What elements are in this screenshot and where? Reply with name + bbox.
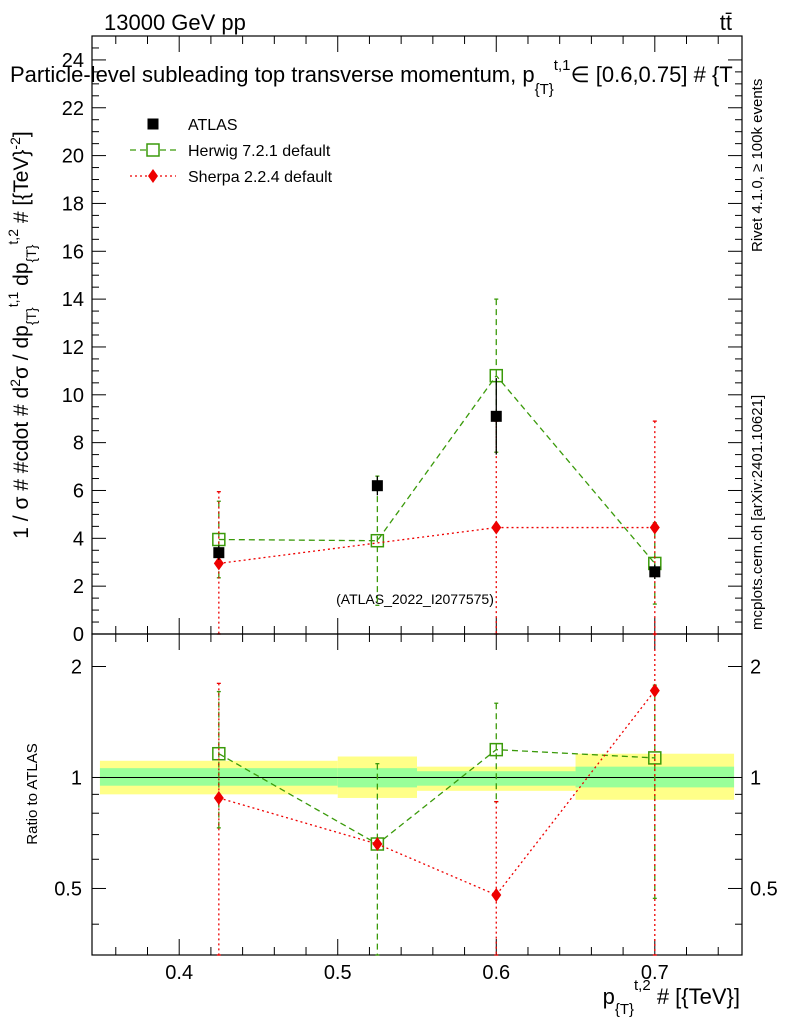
main-y-tick-label: 0 xyxy=(73,624,84,646)
x-tick-label: 0.5 xyxy=(324,962,352,984)
x-tick-label: 0.6 xyxy=(482,962,510,984)
main-y-tick-label: 2 xyxy=(73,576,84,598)
ratio-sherpa-marker xyxy=(372,837,383,852)
main-y-tick-label: 8 xyxy=(73,433,84,455)
main-data-marker xyxy=(649,566,661,578)
main-data-marker xyxy=(371,480,383,492)
ratio-y-tick-label: 0.5 xyxy=(54,878,82,900)
main-x-ticks xyxy=(115,36,719,634)
ratio-bands xyxy=(99,753,735,800)
mcplots-source-label: mcplots.cern.ch [arXiv:2401.10621] xyxy=(749,395,766,630)
ratio-herwig-marker xyxy=(489,742,504,757)
main-y-tick-label: 14 xyxy=(62,289,84,311)
main-y-tick-label: 20 xyxy=(62,146,84,168)
main-sherpa-marker xyxy=(491,520,502,535)
ratio-y-ticks: 0.5 0.5 1 1 2 2 xyxy=(54,656,778,925)
ratio-y-tick-label-right: 1 xyxy=(750,767,761,789)
main-herwig-marker xyxy=(370,533,385,548)
ratio-y-tick-label-right: 2 xyxy=(750,656,761,678)
ratio-y-tick-label: 2 xyxy=(71,656,82,678)
main-y-tick-label: 12 xyxy=(62,337,84,359)
analysis-watermark: (ATLAS_2022_I2077575) xyxy=(336,591,494,607)
ratio-sherpa-marker xyxy=(213,790,224,805)
ratio-y-tick-label: 1 xyxy=(71,767,82,789)
main-y-tick-label: 18 xyxy=(62,193,84,215)
ratio-panel: 0.5 0.5 1 1 2 2 0.4 0.5 0.6 0.7 xyxy=(54,633,778,984)
legend-label-sherpa: Sherpa 2.2.4 default xyxy=(188,169,333,186)
ratio-series-layer xyxy=(212,633,662,956)
legend-marker-sherpa xyxy=(148,169,158,183)
ratio-sherpa-marker xyxy=(491,888,502,903)
plot-title: Particle-level subleading top transverse… xyxy=(10,57,733,98)
main-y-tick-label: 16 xyxy=(62,241,84,263)
main-herwig-line xyxy=(218,374,656,564)
ratio-herwig-line xyxy=(218,748,655,845)
legend-label-herwig: Herwig 7.2.1 default xyxy=(188,143,331,160)
main-sherpa-marker xyxy=(213,556,224,571)
x-tick-label: 0.4 xyxy=(165,962,193,984)
main-data-marker xyxy=(490,410,502,422)
ratio-y-axis-label: Ratio to ATLAS xyxy=(24,743,41,844)
ratio-y-tick-label-right: 0.5 xyxy=(750,878,778,900)
process-label: tt̄ xyxy=(720,10,732,35)
main-series-layer xyxy=(212,298,662,635)
x-axis-label: p{T}t,2 # [{TeV}] xyxy=(603,977,740,1018)
main-y-tick-label: 4 xyxy=(73,528,84,550)
main-y-tick-label: 24 xyxy=(62,50,84,72)
main-y-axis-label: 1 / σ # #cdot # d2σ / dp{T}t,1 dp{T}t,2 … xyxy=(5,131,39,538)
ratio-herwig-marker xyxy=(648,751,662,765)
plot-title-sub: {T} xyxy=(535,81,554,98)
ratio-x-ticks: 0.4 0.5 0.6 0.7 xyxy=(115,634,719,984)
legend-marker-data xyxy=(147,118,159,130)
main-y-tick-label: 10 xyxy=(62,385,84,407)
main-y-tick-label: 6 xyxy=(73,480,84,502)
main-y-tick-label: 22 xyxy=(62,98,84,120)
energy-label: 13000 GeV pp xyxy=(104,10,246,35)
legend: ATLAS Herwig 7.2.1 default Sherpa 2.2.4 de… xyxy=(130,117,333,186)
ratio-sherpa-marker xyxy=(649,683,660,698)
rivet-version-label: Rivet 4.1.0, ≥ 100k events xyxy=(749,79,766,252)
x-tick-label: 0.7 xyxy=(641,962,669,984)
main-sherpa-line xyxy=(218,526,655,565)
main-data-marker xyxy=(213,547,225,559)
plot-title-sup: t,1 xyxy=(554,57,571,74)
legend-label-data: ATLAS xyxy=(188,117,238,134)
legend-marker-herwig xyxy=(146,143,160,157)
plot-title-rest: ∈ [0.6,0.75] # {T xyxy=(570,62,732,87)
main-sherpa-marker xyxy=(649,520,660,535)
plot-title-main: Particle-level subleading top transverse… xyxy=(10,62,535,87)
